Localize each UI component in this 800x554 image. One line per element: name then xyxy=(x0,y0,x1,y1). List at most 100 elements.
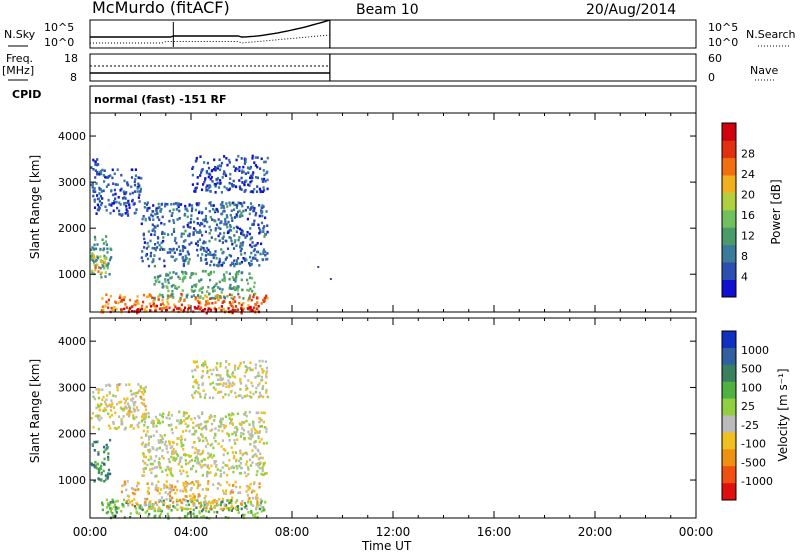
power-cell xyxy=(233,203,236,206)
velocity-cell xyxy=(113,503,116,507)
power-cell xyxy=(240,211,243,215)
power-cell xyxy=(190,288,193,292)
velocity-cell xyxy=(132,427,135,430)
power-cell xyxy=(185,296,188,299)
power-cell xyxy=(204,177,207,180)
velocity-cell xyxy=(219,420,222,423)
velocity-cell xyxy=(263,508,266,512)
power-cell xyxy=(220,161,224,165)
velocity-cell xyxy=(157,500,160,504)
velocity-cell xyxy=(180,472,183,476)
power-cell xyxy=(205,170,208,173)
power-cell xyxy=(171,211,174,215)
power-cell xyxy=(229,213,232,217)
power-cell xyxy=(224,309,228,313)
power-cell xyxy=(199,248,202,251)
power-cell xyxy=(246,282,250,285)
power-cell xyxy=(240,278,243,282)
power-cell xyxy=(258,214,261,218)
power-cell xyxy=(237,201,240,205)
velocity-cell xyxy=(195,470,198,473)
power-cell xyxy=(203,161,206,164)
velocity-cell xyxy=(227,413,231,417)
velocity-cell xyxy=(248,496,251,500)
velocity-cell xyxy=(230,509,233,512)
velocity-cell xyxy=(206,366,209,369)
velocity-cell xyxy=(153,503,156,506)
velocity-cell xyxy=(191,369,194,373)
velocity-cell xyxy=(108,391,111,394)
x-tick-label: 04:00 xyxy=(174,525,209,539)
velocity-cell xyxy=(218,498,221,501)
velocity-cell xyxy=(224,464,227,467)
power-cell xyxy=(247,304,250,307)
power-cell xyxy=(258,231,261,235)
velocity-cell xyxy=(204,436,207,440)
power-cell xyxy=(228,301,231,304)
velocity-cell xyxy=(249,391,252,394)
velocity-cell xyxy=(204,363,207,366)
velocity-cell xyxy=(155,424,158,428)
velocity-cell xyxy=(192,464,195,468)
velocity-cell xyxy=(212,446,215,450)
power-cell xyxy=(217,264,220,268)
power-cell xyxy=(212,204,215,207)
velocity-cell xyxy=(234,480,237,484)
power-cell xyxy=(205,246,209,250)
velocity-cell xyxy=(241,427,244,430)
power-cell xyxy=(226,225,229,229)
velocity-cell xyxy=(182,469,185,473)
velocity-cell xyxy=(103,407,106,410)
velocity-cell xyxy=(102,409,105,412)
power-cell xyxy=(189,226,192,229)
velocity-cell xyxy=(260,472,263,476)
x-tick-label: 16:00 xyxy=(477,525,512,539)
velocity-cell xyxy=(159,441,162,444)
power-cell xyxy=(156,277,159,280)
power-cell xyxy=(133,190,137,193)
power-cell xyxy=(128,206,131,209)
power-cell xyxy=(240,247,243,251)
power-cell xyxy=(103,257,106,260)
velocity-cell xyxy=(124,401,127,405)
velocity-cell xyxy=(228,459,231,462)
velocity-cell xyxy=(237,507,240,511)
power-cell xyxy=(230,304,233,308)
power-cell xyxy=(233,296,236,299)
velocity-cell xyxy=(144,455,147,459)
velocity-cell xyxy=(197,386,200,390)
velocity-cell xyxy=(211,500,214,503)
velocity-cell xyxy=(256,501,259,504)
power-cell xyxy=(158,257,161,261)
velocity-cell xyxy=(220,420,223,423)
velocity-cell xyxy=(257,457,261,460)
velocity-cell xyxy=(179,419,182,422)
power-cell xyxy=(172,230,176,233)
power-cell xyxy=(129,192,132,196)
power-cell xyxy=(180,303,183,307)
power-cell xyxy=(243,251,246,255)
power-cell xyxy=(164,202,167,206)
power-cell xyxy=(95,258,98,262)
power-cell xyxy=(198,238,202,241)
power-cell xyxy=(101,168,104,172)
cpid-label: CPID xyxy=(12,88,42,101)
velocity-cell xyxy=(196,449,199,452)
power-cell xyxy=(121,197,125,200)
velocity-cell xyxy=(224,492,227,495)
velocity-cell xyxy=(220,507,224,511)
power-cell xyxy=(103,260,107,264)
power-cell xyxy=(213,209,216,212)
freq-tick-top: 18 xyxy=(64,52,78,65)
power-cell xyxy=(94,266,97,269)
power-cell xyxy=(107,302,110,306)
velocity-cell xyxy=(200,433,203,436)
velocity-cell xyxy=(141,415,144,418)
power-cell xyxy=(233,264,236,268)
power-cell xyxy=(181,249,184,253)
power-cell xyxy=(240,188,243,191)
velocity-cell xyxy=(234,442,237,445)
power-cell xyxy=(214,284,217,287)
power-cell xyxy=(180,232,183,236)
power-cell xyxy=(104,271,107,274)
